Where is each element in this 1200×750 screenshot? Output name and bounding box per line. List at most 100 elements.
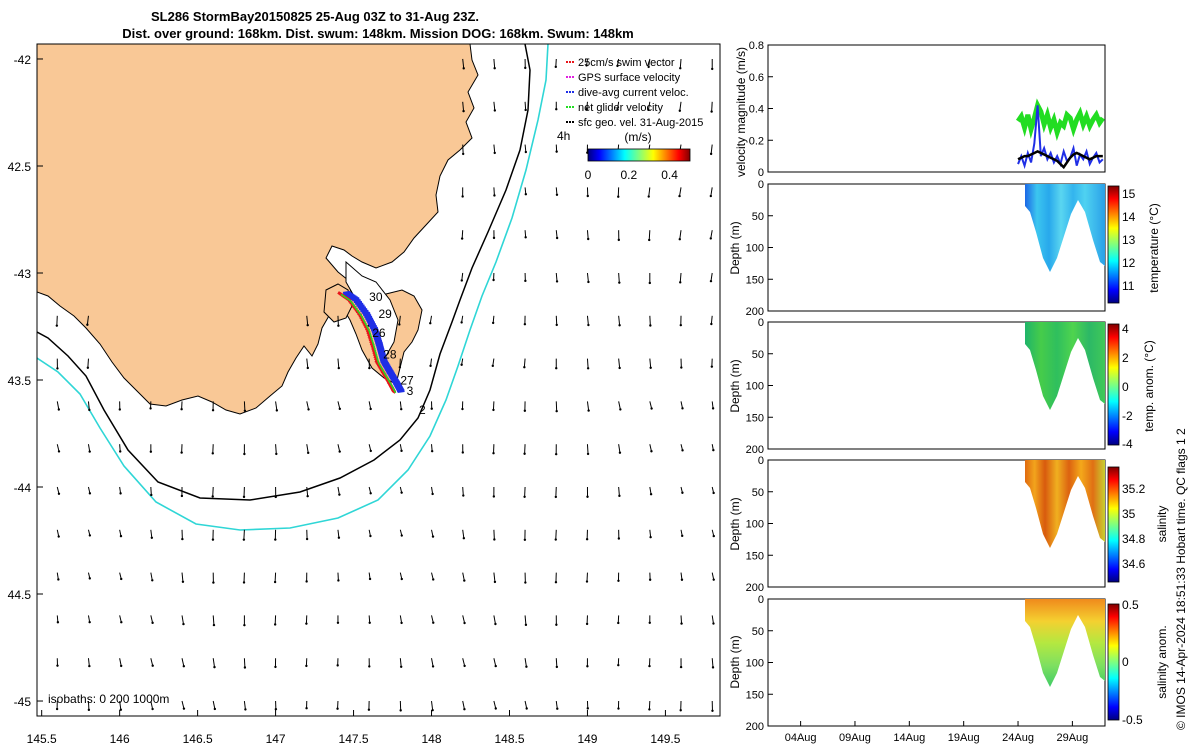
- sfc-velocity-arrow: [524, 658, 527, 667]
- sfc-velocity-arrow-head: [492, 236, 496, 240]
- track-day-label: 26: [372, 326, 386, 340]
- sfc-velocity-arrow-head: [709, 279, 713, 283]
- sfc-velocity-arrow: [523, 358, 526, 368]
- map-y-tick-label: -45: [14, 695, 32, 709]
- sfc-velocity-arrow-head: [617, 537, 621, 540]
- sfc-velocity-arrow-head: [275, 452, 278, 456]
- sfc-velocity-arrow-head: [273, 623, 277, 626]
- sfc-velocity-arrow-head: [151, 664, 154, 667]
- sfc-velocity-arrow-head: [493, 151, 496, 155]
- sfc-velocity-arrow: [119, 658, 122, 666]
- salinity-cbar-ticks: 35.2 35 34.8 34.6: [1122, 482, 1146, 571]
- sfc-velocity-arrow: [710, 272, 713, 282]
- isobaths-label: isobaths: 0 200 1000m: [48, 692, 169, 706]
- sfc-velocity-arrow-head: [212, 581, 215, 584]
- sfc-velocity-arrow: [431, 700, 434, 711]
- temp-anomaly-cbar-tick: 4: [1122, 322, 1129, 336]
- sfc-velocity-arrow-head: [463, 708, 466, 711]
- sfc-velocity-arrow-head: [211, 452, 214, 455]
- map-x-tick-label: 148: [422, 732, 442, 746]
- sfc-velocity-arrow-head: [585, 537, 589, 541]
- sfc-velocity-arrow-head: [211, 538, 215, 541]
- sfc-velocity-arrow-head: [523, 538, 527, 541]
- sfc-velocity-arrow-head: [679, 665, 683, 669]
- sfc-velocity-arrow: [493, 144, 496, 153]
- sfc-velocity-arrow: [243, 658, 246, 668]
- sfc-velocity-arrow-head: [617, 707, 620, 710]
- sfc-velocity-arrow-head: [680, 622, 683, 625]
- sfc-velocity-arrow-head: [88, 492, 92, 495]
- sfc-velocity-arrow-head: [460, 279, 463, 282]
- date-tick-label: 19Aug: [948, 732, 980, 744]
- sfc-velocity-arrow-head: [647, 195, 650, 198]
- date-tick-label: 14Aug: [893, 732, 925, 744]
- sfc-velocity-arrow-head: [242, 581, 246, 584]
- sfc-velocity-arrow: [680, 615, 683, 624]
- temperature-colorbar: [1107, 185, 1120, 304]
- sfc-velocity-arrow-head: [460, 237, 464, 240]
- map-x-tick-label: 149: [577, 732, 597, 746]
- sfc-velocity-arrow-head: [87, 708, 91, 712]
- sfc-velocity-arrow-head: [432, 578, 435, 581]
- sfc-velocity-arrow-head: [369, 492, 372, 495]
- depth-tick-label: 100: [746, 519, 764, 531]
- sfc-velocity-arrow: [647, 101, 651, 110]
- sfc-velocity-arrow: [586, 272, 589, 282]
- sfc-velocity-arrow-head: [369, 534, 372, 538]
- sfc-velocity-arrow-head: [368, 366, 371, 370]
- salinity-anomaly-cbar-tick: 0.5: [1122, 598, 1139, 612]
- velocity-y-tick-label: 0.2: [749, 135, 764, 147]
- sfc-velocity-arrow: [586, 358, 589, 369]
- map-y-tick-label: -43: [14, 267, 32, 281]
- dive-current-vector: [374, 339, 383, 344]
- sfc-velocity-arrow-head: [431, 708, 434, 712]
- sfc-velocity-arrow: [493, 700, 497, 709]
- land-tasmania: [37, 44, 479, 415]
- sfc-velocity-arrow-head: [493, 194, 496, 197]
- sfc-velocity-arrow-head: [273, 580, 277, 584]
- sfc-velocity-arrow-head: [681, 534, 684, 538]
- sfc-velocity-arrow-head: [617, 579, 620, 582]
- sfc-velocity-arrow-head: [524, 236, 527, 239]
- sfc-velocity-arrow-head: [88, 664, 91, 668]
- sfc-velocity-arrow-head: [618, 324, 621, 327]
- sfc-velocity-arrow-head: [618, 281, 621, 284]
- sfc-velocity-arrow: [56, 444, 60, 452]
- sfc-velocity-arrow: [618, 272, 620, 283]
- sfc-velocity-arrow: [181, 700, 185, 709]
- sfc-velocity-arrow-head: [243, 623, 246, 627]
- sfc-velocity-arrow: [710, 315, 713, 325]
- sfc-velocity-arrow-head: [305, 580, 308, 583]
- salinity-colorbar: [1107, 466, 1120, 583]
- sfc-velocity-arrow: [87, 444, 91, 452]
- salinity-cbar-tick: 34.8: [1122, 532, 1146, 546]
- map-x-tick-label: 149.5: [650, 732, 680, 746]
- sfc-velocity-arrow-head: [712, 578, 715, 581]
- dive-current-vector: [357, 304, 365, 309]
- figure-title-line1: SL286 StormBay20150825 25-Aug 03Z to 31-…: [151, 9, 479, 24]
- sfc-velocity-arrow: [648, 230, 651, 240]
- date-tick-label: 24Aug: [1002, 732, 1034, 744]
- sfc-velocity-arrow-head: [55, 324, 59, 327]
- sfc-velocity-arrow-head: [586, 495, 589, 498]
- legend-label: GPS surface velocity: [578, 72, 681, 84]
- temperature-cbar-tick: 12: [1122, 256, 1136, 270]
- sfc-velocity-arrow-head: [711, 666, 715, 669]
- dive-current-vector: [367, 321, 376, 326]
- sfc-velocity-arrow: [493, 572, 496, 582]
- sfc-velocity-arrow-head: [119, 492, 122, 495]
- sfc-velocity-arrow: [337, 486, 340, 495]
- temperature-cbar-ticks: 15 14 13 12 11: [1122, 187, 1136, 293]
- dive-current-vector: [378, 352, 386, 357]
- sfc-velocity-arrow-head: [274, 495, 277, 499]
- sfc-velocity-arrow: [462, 101, 465, 112]
- sfc-velocity-arrow: [150, 700, 154, 710]
- sfc-velocity-arrow-head: [523, 452, 526, 455]
- sfc-velocity-arrow-head: [463, 621, 466, 625]
- sfc-velocity-arrow: [306, 444, 309, 453]
- sfc-velocity-arrow: [649, 315, 651, 326]
- sfc-velocity-arrow-head: [648, 664, 651, 668]
- sfc-velocity-arrow: [212, 700, 216, 710]
- depth-tick-label: 100: [746, 243, 764, 255]
- map-x-tick-label: 147: [266, 732, 286, 746]
